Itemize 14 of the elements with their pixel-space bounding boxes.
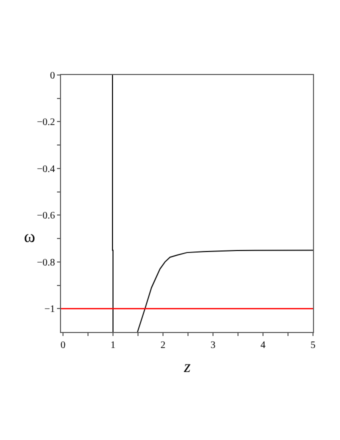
y-axis-title: ω <box>24 227 36 246</box>
y-tick-label: −0.2 <box>36 117 55 128</box>
y-tick-label: −1 <box>44 304 55 316</box>
x-tick-label: 0 <box>60 340 66 351</box>
y-tick-label: −0.8 <box>36 257 55 268</box>
x-tick-label: 1 <box>110 340 116 351</box>
x-tick-label: 4 <box>260 340 266 351</box>
x-tick-label: 2 <box>160 340 166 351</box>
y-tick-label: 0 <box>50 70 55 82</box>
x-tick-label: 5 <box>310 340 316 351</box>
y-tick-label: −0.4 <box>36 164 55 175</box>
x-axis-title: z <box>183 357 191 376</box>
x-tick-label: 3 <box>210 340 216 351</box>
y-tick-label: −0.6 <box>36 210 55 222</box>
